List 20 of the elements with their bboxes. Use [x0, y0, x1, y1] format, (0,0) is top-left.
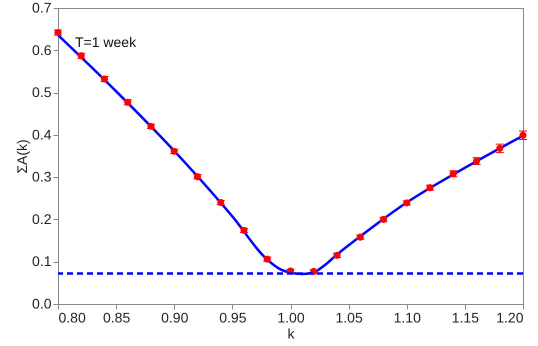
y-tick-label: 0.4 — [32, 126, 52, 142]
y-tick-label: 0.2 — [32, 210, 52, 227]
x-tick-label: 0.90 — [161, 310, 189, 326]
x-tick-label: 1.20 — [496, 310, 524, 326]
y-tick-label: 0.7 — [32, 0, 52, 16]
x-tick-label: 1.10 — [394, 310, 422, 326]
y-tick-label: 0.5 — [32, 84, 52, 100]
x-tick-label: 1.00 — [277, 310, 305, 326]
x-tick-label: 1.05 — [336, 310, 363, 326]
y-tick-label: 0.0 — [32, 296, 52, 312]
x-axis-title: k — [288, 326, 296, 342]
x-tick-label: 0.95 — [219, 310, 247, 326]
x-tick-label: 0.85 — [103, 310, 130, 326]
x-tick-label: 0.80 — [58, 310, 86, 326]
y-tick-label: 0.1 — [32, 253, 52, 270]
y-tick-label: 0.6 — [32, 42, 52, 58]
y-axis-title: ΣA(k) — [14, 139, 30, 174]
x-tick-label: 1.15 — [452, 310, 480, 326]
y-tick-label: 0.3 — [32, 168, 52, 185]
annotation: T=1 week — [75, 34, 138, 50]
